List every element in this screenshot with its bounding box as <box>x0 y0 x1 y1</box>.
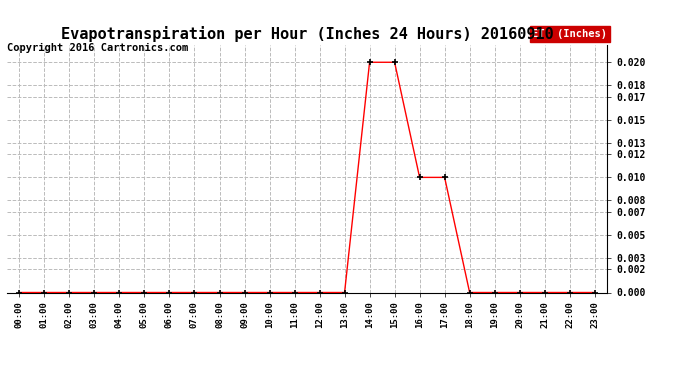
Text: ET  (Inches): ET (Inches) <box>532 29 607 39</box>
Text: Copyright 2016 Cartronics.com: Copyright 2016 Cartronics.com <box>7 43 188 52</box>
Title: Evapotranspiration per Hour (Inches 24 Hours) 20160910: Evapotranspiration per Hour (Inches 24 H… <box>61 27 553 42</box>
